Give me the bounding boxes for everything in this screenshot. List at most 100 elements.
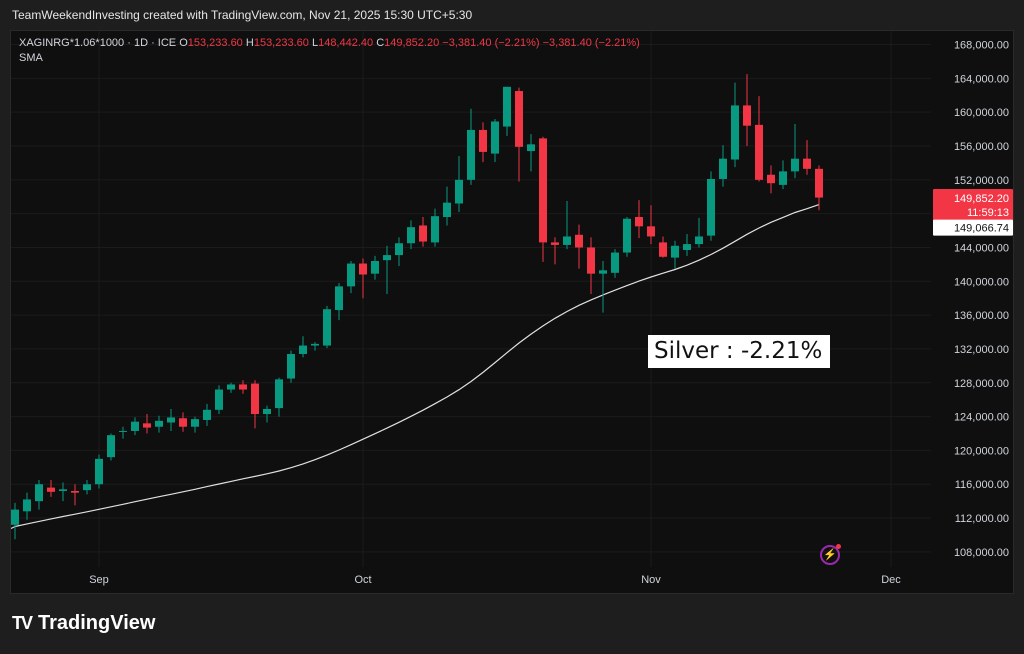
- candle-body: [443, 202, 451, 218]
- y-tick-label: 160,000.00: [954, 107, 1009, 119]
- y-tick-label: 108,000.00: [954, 547, 1009, 559]
- candle-body: [71, 490, 79, 493]
- candle-body: [527, 144, 535, 152]
- close-value: 149,852.20: [384, 37, 440, 49]
- candle-body: [719, 158, 727, 179]
- open-value: 153,233.60: [187, 37, 243, 49]
- candle-body: [551, 242, 559, 245]
- candle-body: [59, 489, 67, 491]
- candle-body: [47, 487, 55, 492]
- candle-body: [491, 121, 499, 154]
- candle-body: [503, 86, 511, 127]
- candle-body: [131, 421, 139, 431]
- y-tick-label: 112,000.00: [955, 513, 1009, 525]
- candle-body: [371, 260, 379, 274]
- candle-body: [671, 245, 679, 258]
- candle-body: [23, 499, 31, 512]
- candle-body: [311, 343, 319, 346]
- candle-body: [35, 484, 43, 502]
- x-tick-label: Dec: [881, 574, 901, 586]
- candle-body: [515, 91, 523, 147]
- alert-dot: [836, 544, 841, 549]
- candle-body: [623, 218, 631, 253]
- candle-body: [359, 263, 367, 275]
- y-tick-label: 132,000.00: [954, 344, 1009, 356]
- indicator-label[interactable]: SMA: [19, 52, 43, 64]
- candle-body: [239, 384, 247, 390]
- low-value: 148,442.40: [318, 37, 374, 49]
- chart-pane[interactable]: XAGINRG*1.06*1000 · 1D · ICE O153,233.60…: [10, 30, 1014, 594]
- candle-body: [383, 255, 391, 261]
- y-tick-label: 152,000.00: [954, 175, 1009, 187]
- candle-body: [683, 244, 691, 251]
- symbol-legend: XAGINRG*1.06*1000 · 1D · ICE O153,233.60…: [19, 37, 640, 64]
- candle-body: [599, 270, 607, 274]
- countdown-label: 11:59:13: [967, 207, 1009, 219]
- candle-body: [575, 234, 583, 248]
- candle-body: [539, 138, 547, 243]
- annotation-label: Silver : -2.21%: [648, 335, 831, 368]
- y-tick-label: 168,000.00: [954, 40, 1009, 52]
- candle-body: [275, 379, 283, 409]
- x-tick-label: Sep: [89, 574, 109, 586]
- y-tick-label: 120,000.00: [954, 445, 1009, 457]
- candle-body: [143, 423, 151, 428]
- lightning-icon[interactable]: ⚡: [820, 544, 841, 565]
- candle-body: [695, 236, 703, 245]
- candle-body: [743, 105, 751, 126]
- candle-body: [659, 242, 667, 257]
- change-value: −3,381.40 (−2.21%): [442, 37, 540, 49]
- candle-body: [791, 158, 799, 172]
- candle-body: [347, 263, 355, 287]
- candle-body: [335, 286, 343, 311]
- candle-body: [167, 417, 175, 423]
- candle-body: [263, 408, 271, 415]
- open-label: O: [179, 37, 188, 49]
- candle-body: [635, 217, 643, 227]
- candle-body: [203, 409, 211, 420]
- candle-body: [407, 227, 415, 244]
- candle-body: [95, 458, 103, 485]
- symbol-label[interactable]: XAGINRG*1.06*1000 · 1D · ICE: [19, 37, 177, 49]
- sma-value-badge: [933, 219, 1013, 236]
- candle-body: [467, 129, 475, 180]
- candle-body: [779, 171, 787, 185]
- tradingview-logo[interactable]: TV TradingView: [12, 612, 155, 635]
- tradingview-wordmark: TradingView: [38, 612, 156, 634]
- candle-body: [251, 383, 259, 415]
- candle-body: [815, 168, 823, 198]
- chart-attribution: TeamWeekendInvesting created with Tradin…: [12, 8, 473, 22]
- y-tick-label: 140,000.00: [954, 276, 1009, 288]
- candle-body: [419, 225, 427, 242]
- y-tick-label: 136,000.00: [954, 310, 1009, 322]
- candle-body: [107, 435, 115, 458]
- candle-body: [647, 226, 655, 237]
- candle-body: [455, 179, 463, 204]
- x-tick-label: Oct: [354, 574, 371, 586]
- close-label: C: [376, 37, 385, 49]
- y-tick-label: 116,000.00: [955, 479, 1009, 491]
- sma-value-label: 149,066.74: [954, 223, 1009, 235]
- candle-body: [803, 158, 811, 169]
- candle-body: [587, 247, 595, 274]
- candle-body: [395, 243, 403, 256]
- candle-body: [83, 484, 91, 491]
- last-price-badge: [933, 188, 1013, 221]
- tradingview-logo-icon: TV: [12, 613, 33, 633]
- candle-body: [227, 384, 235, 390]
- candle-body: [299, 345, 307, 355]
- sma-line-start: [11, 525, 16, 530]
- candle-body: [707, 178, 715, 236]
- high-value: 153,233.60: [253, 37, 309, 49]
- candlestick-chart: 108,000.00 112,000.00 116,000.00 120,000.00…: [11, 31, 1013, 586]
- high-label: H: [245, 37, 254, 49]
- sma-line: [14, 204, 820, 528]
- y-tick-label: 128,000.00: [954, 378, 1009, 390]
- x-tick-label: Nov: [641, 574, 661, 586]
- candle-body: [11, 509, 19, 525]
- candle-body: [479, 129, 487, 152]
- candle-body: [611, 252, 619, 273]
- candle-body: [755, 124, 763, 180]
- y-tick-label: 144,000.00: [954, 242, 1009, 254]
- candle-body: [323, 309, 331, 346]
